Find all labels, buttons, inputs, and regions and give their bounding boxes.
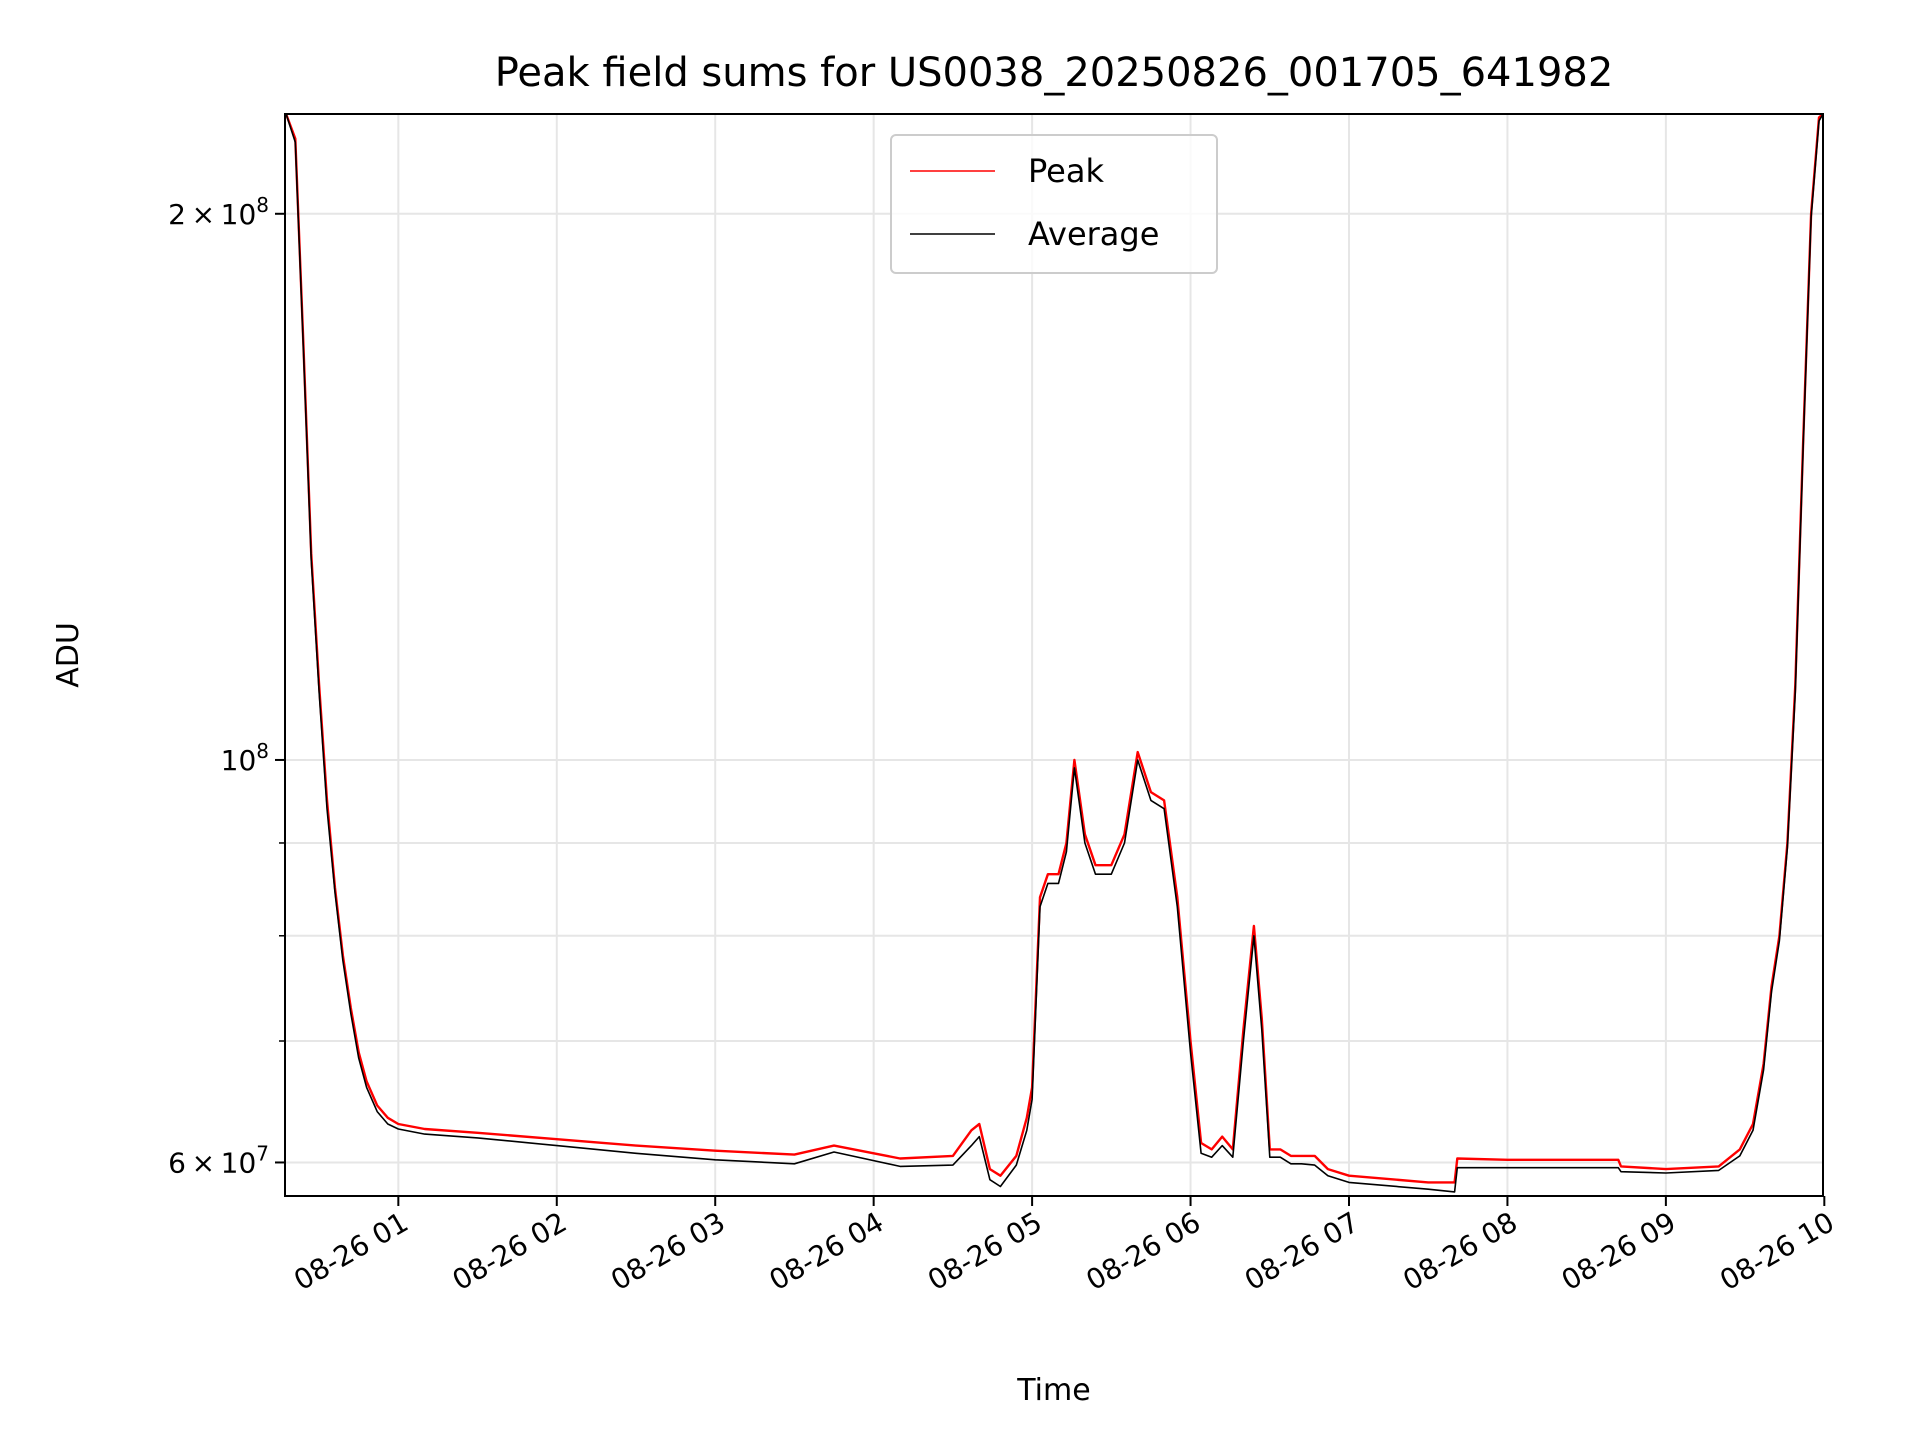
x-axis-label: Time (1016, 1373, 1090, 1408)
y-tick-label: 2 × 108 (168, 193, 269, 231)
legend-label-peak: Peak (1028, 152, 1104, 190)
y-tick-label: 108 (221, 739, 269, 777)
legend-box (890, 134, 1218, 274)
y-axis-label: ADU (51, 622, 86, 688)
chart-title: Peak field sums for US0038_20250826_0017… (495, 50, 1614, 96)
plot-frame (284, 113, 1824, 1197)
legend: Peak Average (890, 134, 1218, 274)
series-line-average (285, 114, 1823, 1193)
series-line-peak (285, 114, 1823, 1184)
series-layer (285, 114, 1823, 1193)
y-tick-label: 6 × 107 (168, 1141, 269, 1179)
legend-label-average: Average (1028, 215, 1159, 253)
grid (285, 114, 1823, 1196)
